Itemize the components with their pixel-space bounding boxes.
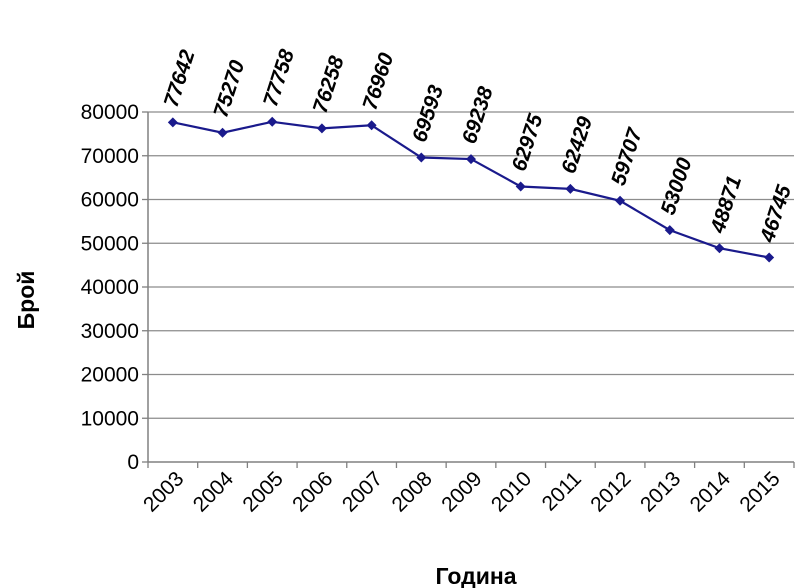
- x-tick-label: 2009: [437, 467, 486, 516]
- y-tick-labels: 0 10000 20000 30000 40000 50000 60000 70000 8000…: [81, 101, 139, 474]
- data-label: 62975: [508, 111, 548, 174]
- x-tick-label: 2004: [189, 467, 239, 517]
- data-label: 48871: [706, 173, 746, 237]
- data-point-marker: [316, 123, 327, 134]
- x-tick-label: 2013: [636, 467, 685, 516]
- x-tick-label: 2003: [139, 467, 188, 516]
- y-tick-label: 60000: [81, 189, 139, 212]
- axes: [147, 112, 795, 468]
- data-label: 46745: [756, 182, 796, 246]
- y-tick-label: 70000: [81, 145, 139, 168]
- x-tick-label: 2005: [238, 467, 287, 516]
- data-point-marker: [764, 252, 775, 263]
- y-tick-label: 10000: [81, 407, 139, 430]
- x-tick-label: 2010: [487, 467, 536, 516]
- data-label: 62429: [557, 113, 597, 176]
- y-tick-label: 0: [127, 451, 139, 474]
- x-tick-label: 2006: [288, 467, 337, 516]
- data-point-marker: [366, 120, 377, 131]
- data-label: 53000: [657, 155, 697, 218]
- data-point-marker: [466, 154, 476, 165]
- gridlines: [142, 111, 794, 463]
- data-label: 77758: [259, 46, 299, 109]
- data-label: 76960: [358, 50, 398, 113]
- data-point-marker: [167, 117, 178, 128]
- data-label: 69238: [458, 84, 498, 147]
- y-tick-label: 40000: [81, 276, 139, 299]
- data-point-marker: [267, 116, 278, 127]
- y-tick-label: 20000: [81, 364, 139, 387]
- data-point-marker: [217, 127, 228, 138]
- data-label: 75270: [209, 57, 249, 120]
- y-tick-label: 80000: [81, 101, 139, 124]
- data-points: [167, 116, 775, 263]
- data-point-marker: [416, 152, 427, 163]
- data-label: 69593: [408, 82, 448, 145]
- data-label: 76258: [309, 53, 349, 116]
- x-tick-labels: 2003 2004 2005 2006 2007 2008 2009 2010 2011 2012…: [139, 467, 785, 517]
- data-point-marker: [615, 195, 626, 206]
- data-point-marker: [664, 225, 675, 236]
- x-tick-label: 2011: [538, 467, 586, 515]
- x-tick-label: 2012: [586, 467, 635, 516]
- data-point-marker: [515, 181, 526, 192]
- x-tick-label: 2007: [338, 467, 387, 516]
- data-point-marker: [714, 243, 725, 254]
- x-axis-title: Година: [435, 563, 516, 588]
- x-tick-label: 2008: [388, 467, 437, 516]
- data-label: 77642: [160, 47, 200, 110]
- y-tick-label: 50000: [81, 232, 139, 255]
- y-axis-title: Брой: [13, 271, 39, 330]
- x-tick-label: 2015: [735, 467, 784, 516]
- data-point-marker: [565, 183, 576, 194]
- y-tick-label: 30000: [81, 320, 139, 343]
- x-tick-label: 2014: [686, 467, 736, 517]
